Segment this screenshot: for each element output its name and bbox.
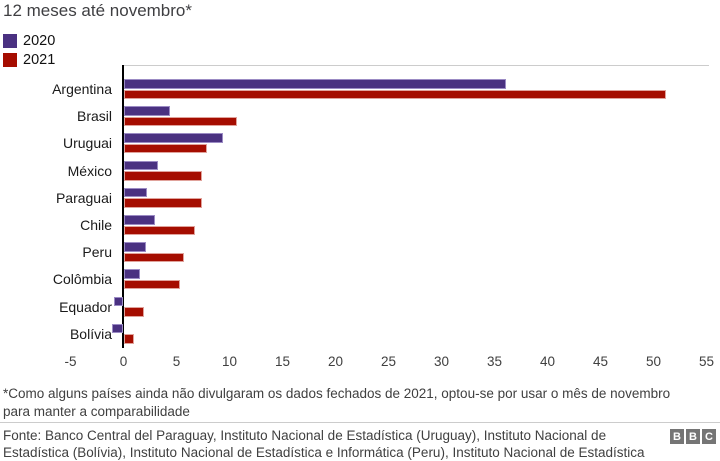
source-credit: Fonte: Banco Central del Paraguay, Insti…	[3, 427, 658, 461]
category-label-brasil: Brasil	[0, 106, 112, 126]
bar-2021-chile	[124, 226, 195, 236]
footnote: *Como alguns países ainda não divulgaram…	[3, 385, 670, 421]
source-line-2: Estadística (Bolívia), Instituto Naciona…	[3, 444, 658, 461]
x-tick-35: 35	[473, 354, 517, 369]
bar-2020-argentina	[124, 79, 507, 89]
legend-item-2020: 2020	[3, 31, 55, 50]
plot-top-border	[123, 65, 709, 66]
plot-area: Argentina Brasil Uruguai México Paraguai Chil…	[0, 65, 720, 375]
category-label-peru: Peru	[0, 242, 112, 262]
footnote-line-2: para manter a comparabilidade	[3, 403, 670, 421]
bar-2021-argentina	[124, 90, 667, 100]
category-label-chile: Chile	[0, 215, 112, 235]
category-label-paraguai: Paraguai	[0, 188, 112, 208]
bar-2021-peru	[124, 253, 184, 263]
bar-2020-mexico	[124, 161, 159, 171]
x-tick-55: 55	[685, 354, 720, 369]
source-line-1: Fonte: Banco Central del Paraguay, Insti…	[3, 427, 658, 444]
bar-2020-equador	[114, 297, 124, 307]
bar-2020-bolivia	[112, 324, 124, 334]
category-label-uruguai: Uruguai	[0, 133, 112, 153]
x-tick-40: 40	[526, 354, 570, 369]
bar-2021-uruguai	[124, 144, 208, 154]
chart-title: 12 meses até novembro*	[3, 1, 192, 21]
x-tick-10: 10	[208, 354, 252, 369]
bar-2021-mexico	[124, 171, 202, 181]
x-tick-5: 5	[155, 354, 199, 369]
legend-swatch-2020	[3, 34, 17, 48]
bar-2021-equador	[124, 307, 144, 317]
category-label-argentina: Argentina	[0, 79, 112, 99]
bar-2021-brasil	[124, 117, 237, 127]
x-tick-50: 50	[632, 354, 676, 369]
category-label-equador: Equador	[0, 297, 112, 317]
bar-2020-colombia	[124, 269, 141, 279]
bar-2020-brasil	[124, 106, 171, 116]
bar-2020-peru	[124, 242, 146, 252]
bar-2021-colombia	[124, 280, 180, 290]
x-tick--5: -5	[49, 354, 93, 369]
x-tick-0: 0	[102, 354, 146, 369]
bbc-logo-block-1: B	[670, 429, 684, 444]
x-tick-20: 20	[314, 354, 358, 369]
x-tick-25: 25	[367, 354, 411, 369]
x-tick-45: 45	[579, 354, 623, 369]
bar-2020-chile	[124, 215, 156, 225]
category-label-mexico: México	[0, 161, 112, 181]
bbc-logo-block-3: C	[702, 429, 716, 444]
bar-2020-paraguai	[124, 188, 147, 198]
bar-2020-uruguai	[124, 133, 224, 143]
legend-label-2020: 2020	[23, 33, 55, 49]
category-label-bolivia: Bolívia	[0, 324, 112, 344]
source-divider	[0, 422, 720, 423]
bbc-logo-block-2: B	[686, 429, 700, 444]
x-tick-30: 30	[420, 354, 464, 369]
bar-2021-bolivia	[124, 334, 135, 344]
bar-2021-paraguai	[124, 198, 202, 208]
category-label-colombia: Colômbia	[0, 269, 112, 289]
footnote-line-1: *Como alguns países ainda não divulgaram…	[3, 385, 670, 403]
x-tick-15: 15	[261, 354, 305, 369]
